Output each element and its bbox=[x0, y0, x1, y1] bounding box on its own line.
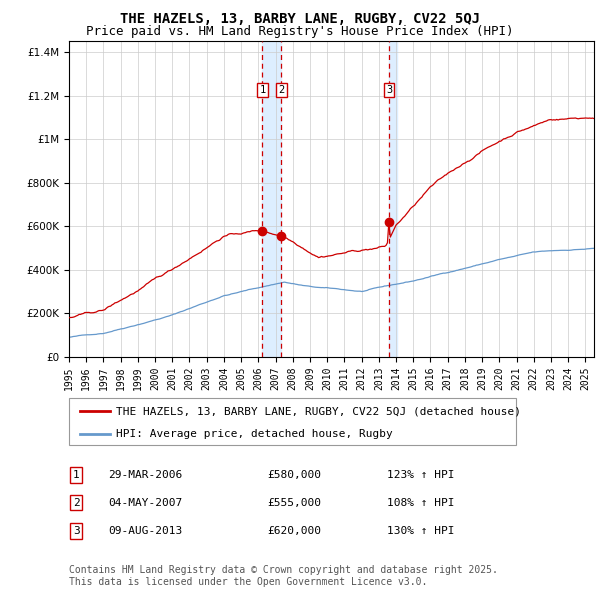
Text: £555,000: £555,000 bbox=[267, 498, 321, 507]
Bar bbox=[262, 41, 281, 357]
Text: Contains HM Land Registry data © Crown copyright and database right 2025.
This d: Contains HM Land Registry data © Crown c… bbox=[69, 565, 498, 587]
Text: 09-AUG-2013: 09-AUG-2013 bbox=[108, 526, 182, 536]
Text: 3: 3 bbox=[386, 85, 392, 95]
Text: Price paid vs. HM Land Registry's House Price Index (HPI): Price paid vs. HM Land Registry's House … bbox=[86, 25, 514, 38]
Text: 04-MAY-2007: 04-MAY-2007 bbox=[108, 498, 182, 507]
Text: 29-MAR-2006: 29-MAR-2006 bbox=[108, 470, 182, 480]
Text: HPI: Average price, detached house, Rugby: HPI: Average price, detached house, Rugb… bbox=[116, 429, 392, 438]
Text: 108% ↑ HPI: 108% ↑ HPI bbox=[387, 498, 455, 507]
Text: £620,000: £620,000 bbox=[267, 526, 321, 536]
Text: 2: 2 bbox=[73, 498, 80, 507]
Text: 3: 3 bbox=[73, 526, 80, 536]
Text: THE HAZELS, 13, BARBY LANE, RUGBY, CV22 5QJ: THE HAZELS, 13, BARBY LANE, RUGBY, CV22 … bbox=[120, 12, 480, 26]
Text: 1: 1 bbox=[73, 470, 80, 480]
Text: 130% ↑ HPI: 130% ↑ HPI bbox=[387, 526, 455, 536]
Text: 1: 1 bbox=[259, 85, 266, 95]
Text: THE HAZELS, 13, BARBY LANE, RUGBY, CV22 5QJ (detached house): THE HAZELS, 13, BARBY LANE, RUGBY, CV22 … bbox=[116, 407, 521, 417]
Text: £580,000: £580,000 bbox=[267, 470, 321, 480]
Text: 2: 2 bbox=[278, 85, 284, 95]
Text: 123% ↑ HPI: 123% ↑ HPI bbox=[387, 470, 455, 480]
Bar bbox=[389, 41, 397, 357]
